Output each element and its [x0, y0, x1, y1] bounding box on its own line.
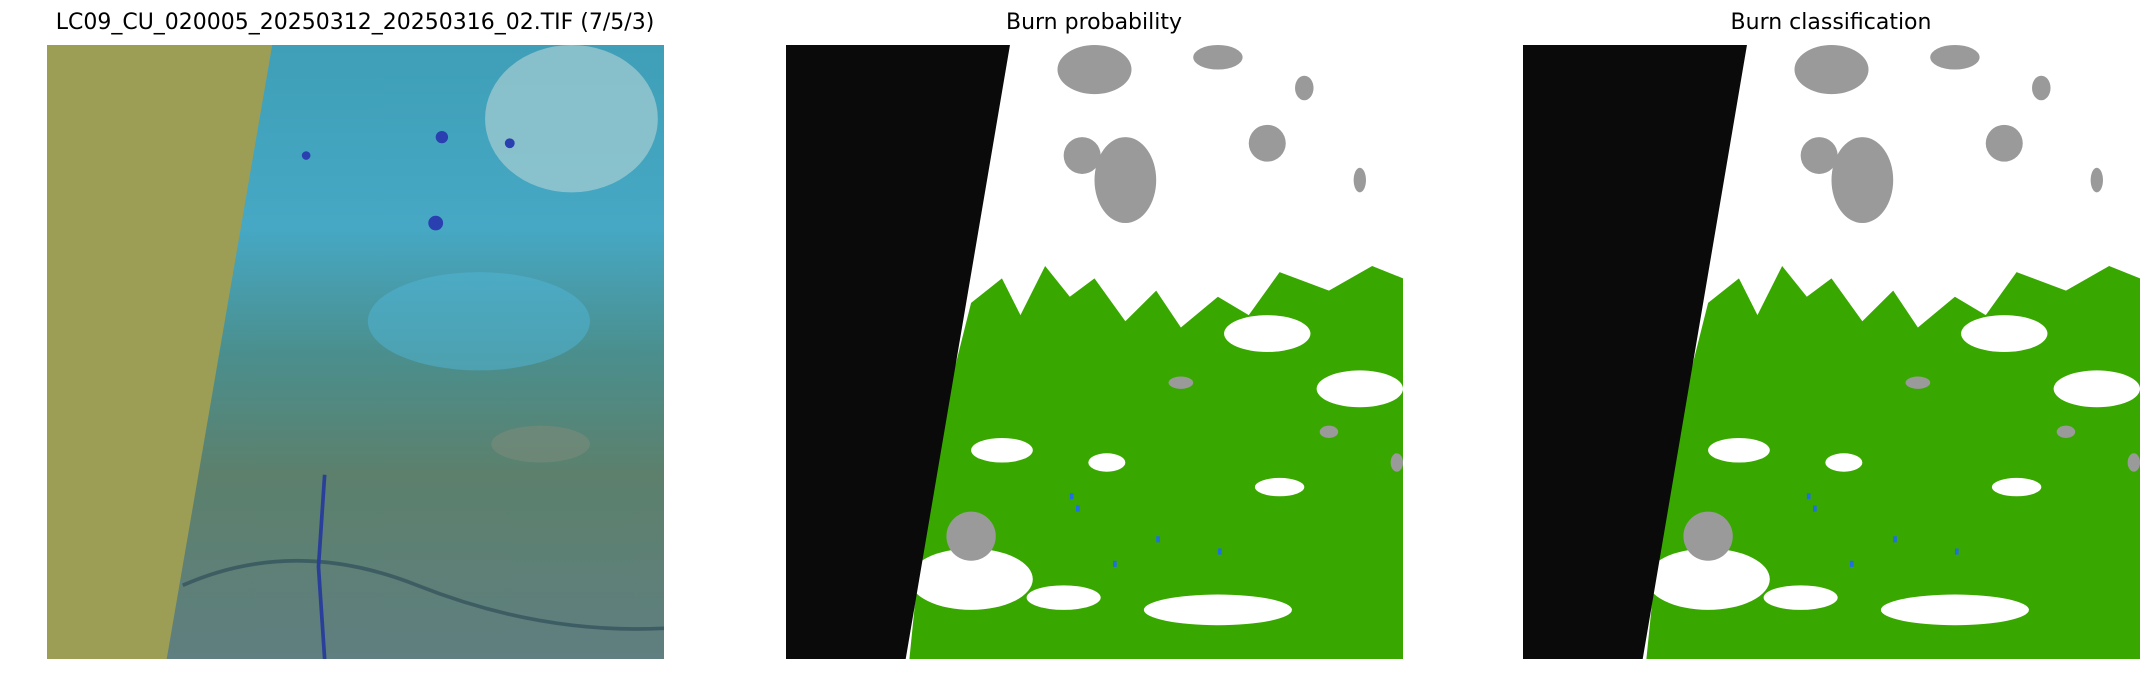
cloud-patch [1683, 511, 1733, 561]
rgb-composite-image [47, 45, 664, 659]
unburned-patch [971, 437, 1033, 463]
water-pixel [1812, 505, 1817, 512]
unburned-patch [2053, 370, 2140, 408]
nodata-region [1523, 45, 1747, 659]
cloud-patch [1905, 376, 1931, 389]
unburned-patch [1961, 315, 2048, 352]
cloud-patch [946, 511, 996, 561]
cloud-patch [2127, 453, 2140, 472]
burned-area [1646, 266, 2140, 659]
water-pixel [1850, 560, 1854, 567]
cloud-patch [1057, 45, 1132, 95]
cloud-patch [2032, 75, 2051, 101]
burned-area [909, 266, 1403, 659]
unburned-patch [1763, 585, 1838, 610]
water-pixel [1217, 548, 1222, 555]
water-pixel [1156, 536, 1160, 543]
water-pixel [1069, 493, 1074, 500]
unburned-patch [1991, 477, 2042, 497]
cloud-patch [1930, 45, 1980, 70]
unburned-patch [909, 548, 1033, 610]
water-pixel [1113, 560, 1117, 567]
cloud-patch [1168, 376, 1194, 389]
unburned-patch [1224, 315, 1311, 352]
cloud-patch [1094, 137, 1157, 224]
burn-classification-map [1523, 45, 2140, 659]
cloud-patch [2056, 425, 2076, 438]
cloud-patch [1295, 75, 1314, 101]
cloud-patch [1319, 425, 1339, 438]
cloud-patch [1985, 124, 2023, 162]
nodata-region [786, 45, 1010, 659]
panel-title-rgb: LC09_CU_020005_20250312_20250316_02.TIF … [55, 10, 655, 35]
cloud-patch [1063, 137, 1101, 174]
cloud-patch [1353, 167, 1366, 193]
cloud-patch [1248, 124, 1286, 162]
unburned-patch [1316, 370, 1403, 408]
cloud-patch [1193, 45, 1243, 70]
nodata-region [47, 45, 273, 659]
water-pixel [1075, 505, 1080, 512]
cloud-patch [1794, 45, 1869, 95]
panel-title-probability: Burn probability [1005, 10, 1183, 35]
unburned-patch [1825, 453, 1863, 472]
unburned-patch [1254, 477, 1305, 497]
cloud-patch [1800, 137, 1838, 174]
water-pixel [1954, 548, 1959, 555]
unburned-patch [1026, 585, 1101, 610]
unburned-patch [1880, 594, 2029, 626]
water-pixel [1806, 493, 1811, 500]
water-pixel [1893, 536, 1897, 543]
unburned-patch [1143, 594, 1292, 626]
unburned-patch [1708, 437, 1770, 463]
cloud-patch [1831, 137, 1894, 224]
cloud-patch [2090, 167, 2103, 193]
unburned-patch [1646, 548, 1770, 610]
panel-title-classification: Burn classification [1730, 10, 1932, 35]
cloud-patch [1390, 453, 1403, 472]
burn-probability-map [786, 45, 1403, 659]
cloud-haze [485, 45, 658, 193]
unburned-patch [1088, 453, 1126, 472]
